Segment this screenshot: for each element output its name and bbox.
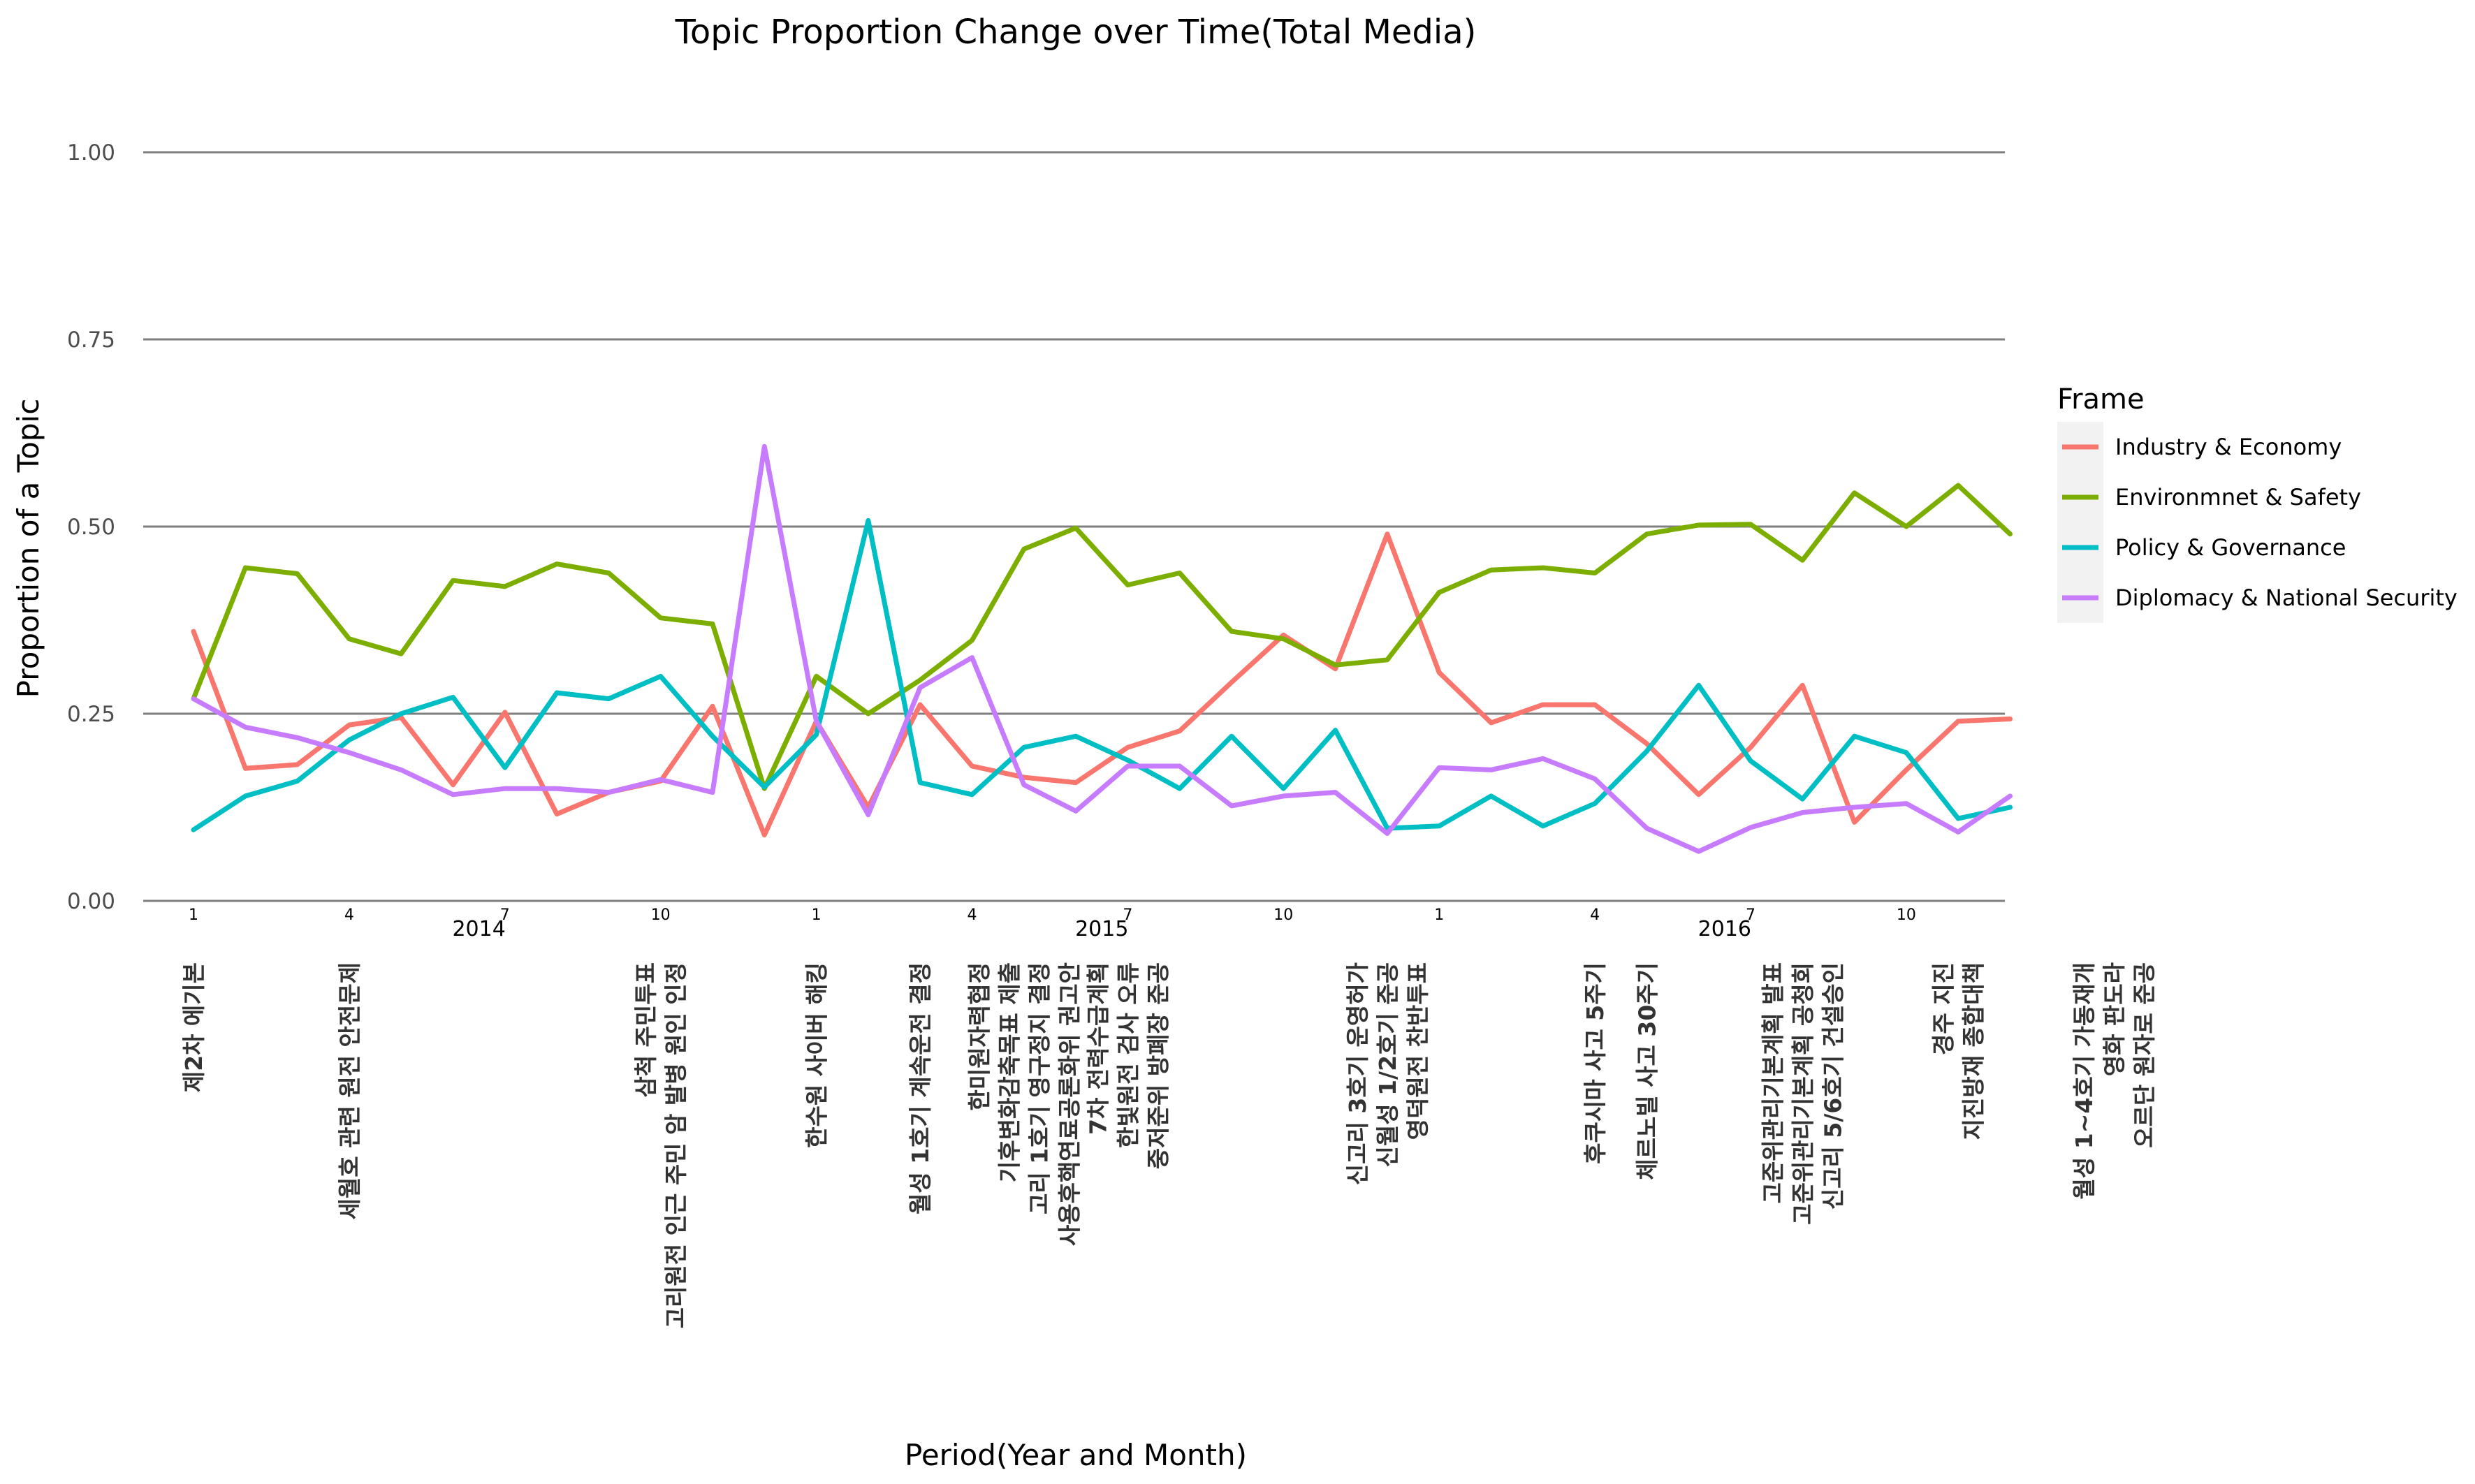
event-label: 신월성 1/2호기 준공 [1374,962,1401,1167]
x-year-label: 2016 [1698,917,1751,941]
series-line [191,517,2013,832]
event-label: 오르단 원자로 준공 [2131,962,2158,1148]
y-tick-label: 0.50 [67,515,115,540]
event-label: 지진방재 종합대책 [1960,962,1987,1140]
x-month-label: 4 [1590,906,1600,924]
event-label: 후쿠시마 사고 5주기 [1582,962,1609,1164]
legend-title: Frame [2057,383,2145,416]
event-label: 기후변화감축목표 제출 [995,962,1023,1182]
event-label: 영덕원전 찬반투표 [1404,962,1431,1140]
y-tick-label: 0.00 [67,889,115,914]
event-label: 삼척 주민투표 [632,962,659,1098]
x-month-label: 1 [1434,906,1444,924]
x-month-label: 10 [651,906,671,924]
series-line [191,483,2013,791]
x-month-label: 7 [1746,906,1755,924]
legend-entry: Policy & Governance [2115,534,2346,561]
x-month-label: 1 [812,906,822,924]
event-label: 사용후핵연료공론화위 권고안 [1056,962,1083,1246]
event-label: 경주 지진 [1930,962,1957,1055]
event-label: 신고리 3호기 운영허가 [1344,962,1371,1185]
x-month-label: 4 [968,906,977,924]
event-label: 한수원 사이버 해킹 [803,962,831,1148]
event-label: 제2차 에기본 [180,962,207,1092]
y-tick-label: 0.25 [67,702,115,727]
event-annotations: 제2차 에기본 세월호 관련 원전 안전문제 삼척 주민투표 고리원전 인근 주민 암… [180,962,2158,1328]
x-axis-label: Period(Year and Month) [905,1438,1247,1472]
event-label: 중저준위 방폐장 준공 [1144,962,1171,1169]
legend-entry: Industry & Economy [2115,434,2342,460]
x-year-label: 2014 [452,917,505,941]
x-month-labels: 1 4 7 10 1 4 7 10 1 4 7 10 [189,906,1916,924]
y-tick-label: 0.75 [67,328,115,353]
event-label: 고준위관리기본계획 발표 [1759,962,1786,1203]
event-label: 한빛원전 검사 오류 [1114,962,1141,1148]
series-line [191,443,2013,854]
y-tick-labels: 0.00 0.25 0.50 0.75 1.00 [67,140,115,914]
x-month-label: 10 [1273,906,1293,924]
y-tick-label: 1.00 [67,140,115,166]
event-label: 신고리 5/6호기 건설승인 [1819,962,1846,1210]
x-month-label: 1 [189,906,198,924]
x-month-label: 7 [1123,906,1132,924]
chart-title: Topic Proportion Change over Time(Total … [675,13,1477,52]
x-month-label: 4 [344,906,354,924]
series-line [191,531,2013,838]
legend-entry: Diplomacy & National Security [2115,585,2458,611]
x-month-label: 7 [500,906,510,924]
event-label: 한미원자력협정 [965,962,993,1111]
event-label: 체르노빌 사고 30주기 [1633,962,1660,1180]
series-lines [191,443,2013,854]
event-label: 고리 1호기 영구정지 결정 [1025,962,1053,1214]
event-label: 7차 전력수급계획 [1084,962,1111,1135]
event-label: 고리원전 인근 주민 암 발병 원인 인정 [662,962,689,1328]
x-year-label: 2015 [1075,917,1128,941]
event-label: 고준위관리기본계획 공청회 [1789,962,1816,1225]
y-axis-label: Proportion of a Topic [11,399,45,698]
event-label: 세월호 관련 원전 안전문제 [336,962,363,1219]
x-month-label: 10 [1897,906,1916,924]
x-year-labels: 2014 2015 2016 [452,917,1751,941]
legend: Frame Industry & Economy Environmnet & Sa… [2057,383,2458,623]
event-label: 영화 판도라 [2101,962,2128,1076]
event-label: 월성 1~4호기 가동재개 [2071,962,2098,1199]
event-label: 월성 1호기 계속운전 결정 [907,962,934,1214]
legend-entry: Environmnet & Safety [2115,484,2361,510]
